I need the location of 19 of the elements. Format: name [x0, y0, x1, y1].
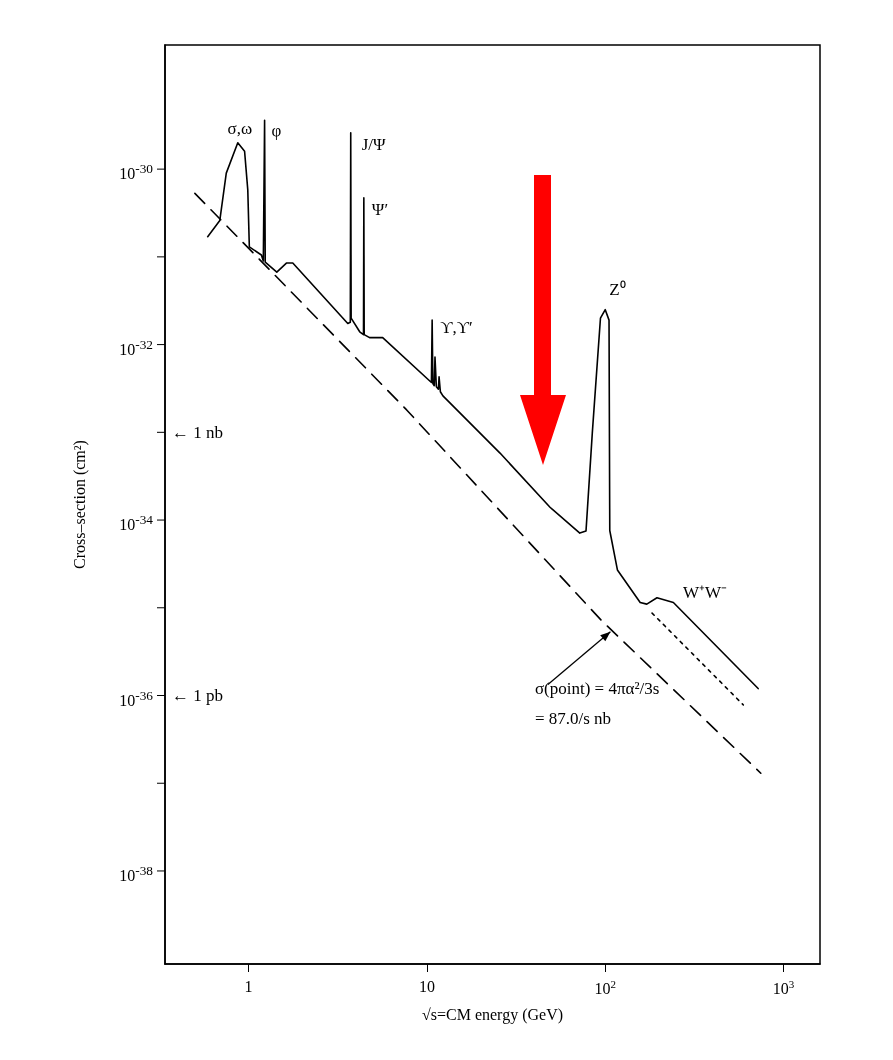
- annotation: W⁺W⁻: [682, 583, 728, 603]
- annotation: σ,ω: [227, 119, 253, 139]
- y-axis-title: Cross–section (cm²): [70, 440, 89, 569]
- annotation: φ: [271, 120, 282, 140]
- annotation: ϒ,ϒ′: [440, 317, 473, 337]
- y-tick-label: 10$^{-36}$: [119, 686, 153, 711]
- annotation: ← 1 pb: [172, 685, 223, 705]
- annotation: ← 1 nb: [172, 422, 223, 442]
- y-tick-label: 10$^{-32}$: [119, 335, 153, 360]
- annotation: J/Ψ: [361, 135, 387, 155]
- x-tick-label: 10: [418, 977, 435, 995]
- y-tick-label: 10$^{-30}$: [119, 160, 153, 185]
- y-tick-label: 10$^{-38}$: [119, 861, 153, 887]
- annotation: σ(point) = 4πα²/3s = 87.0/s nb: [534, 679, 660, 729]
- x-axis-title: √s=CM energy (GeV): [421, 1005, 564, 1024]
- annotation: Z⁰: [609, 280, 626, 300]
- annotation: Ψ′: [371, 200, 389, 220]
- y-tick-label: 10$^{-34}$: [119, 511, 153, 536]
- x-tick-label: 1: [244, 977, 253, 995]
